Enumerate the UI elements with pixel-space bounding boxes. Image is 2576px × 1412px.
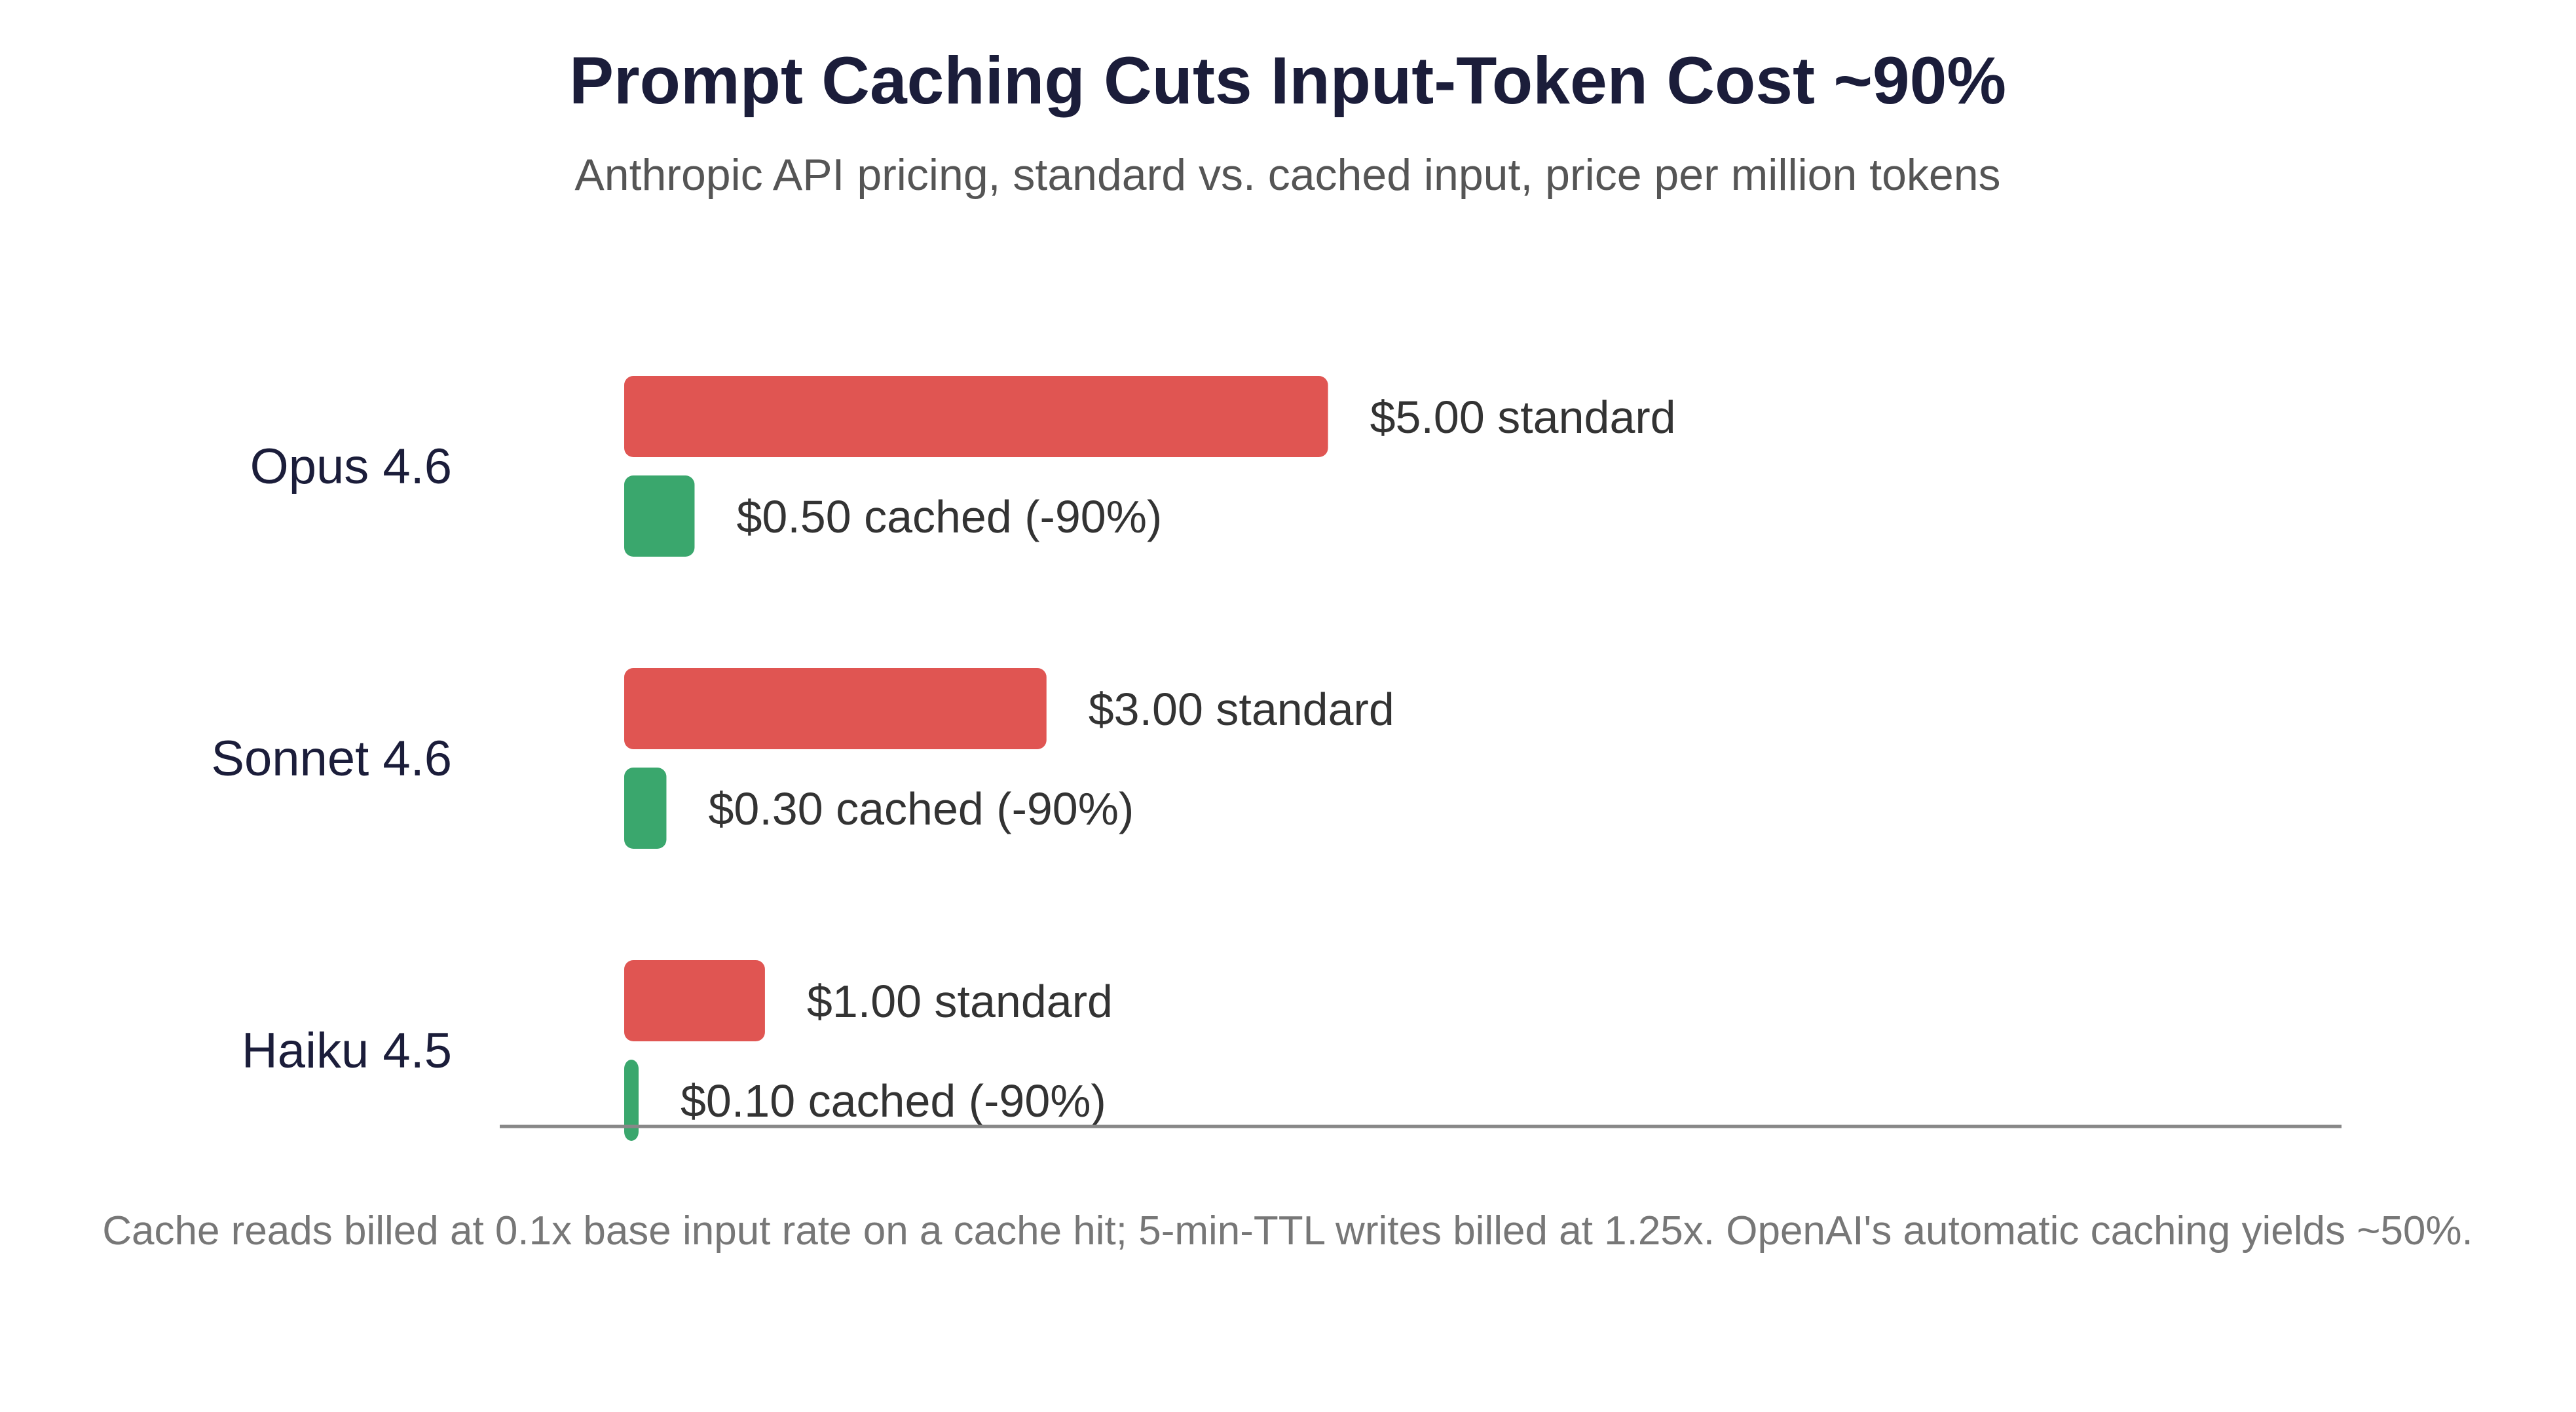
bar-value-label: $5.00 standard [1370,392,1676,443]
bar-value-label: $0.30 cached (-90%) [708,783,1134,834]
category-label: Haiku 4.5 [242,1023,452,1079]
chart-footnote: Cache reads billed at 0.1x base input ra… [102,1208,2473,1254]
bar-cached [624,475,695,557]
chart-subtitle: Anthropic API pricing, standard vs. cach… [574,150,2000,200]
bar-standard [624,960,765,1041]
bar-value-label: $1.00 standard [807,976,1113,1027]
bar-value-label: $3.00 standard [1089,684,1394,735]
bar-standard [624,668,1047,749]
value-labels: $5.00 standard $0.50 cached (-90%) $3.00 s… [681,392,1676,1126]
bar-standard [624,376,1328,457]
chart-title: Prompt Caching Cuts Input-Token Cost ~90… [569,43,2006,118]
category-label: Sonnet 4.6 [211,731,452,787]
category-labels: Opus 4.6 Sonnet 4.6 Haiku 4.5 [211,439,452,1079]
bar-cached [624,768,667,849]
bar-value-label: $0.50 cached (-90%) [736,491,1162,542]
bar-cached [624,1060,639,1141]
bars [624,376,1328,1141]
bar-value-label: $0.10 cached (-90%) [681,1075,1106,1126]
category-label: Opus 4.6 [250,439,452,494]
